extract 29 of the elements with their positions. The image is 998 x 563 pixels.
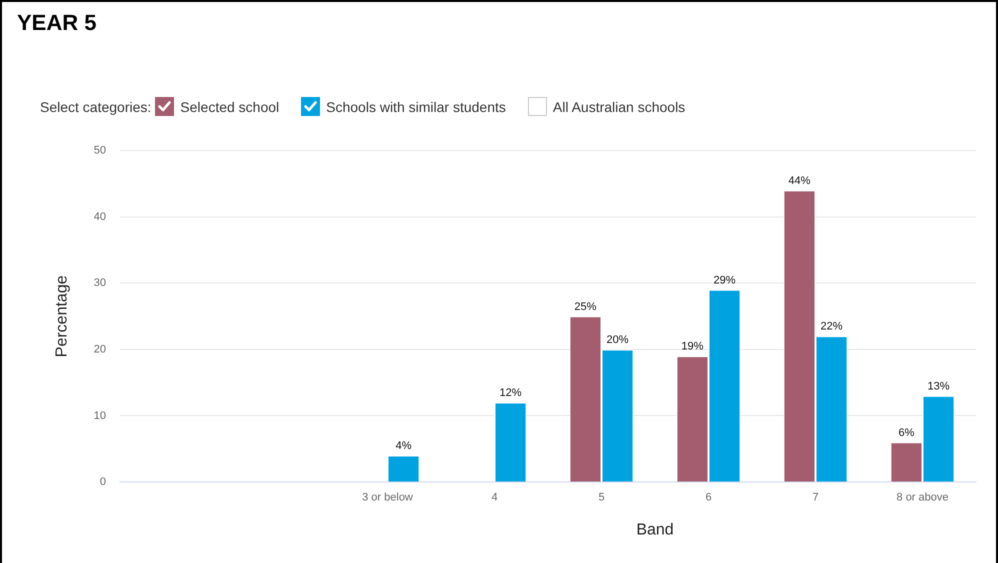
data-label: 4%	[396, 440, 412, 452]
legend-label: Selected school	[180, 98, 280, 114]
data-label: 22%	[820, 320, 843, 333]
x-tick-label: 3 or below	[362, 492, 413, 504]
data-label: 12%	[500, 386, 522, 399]
data-label: 19%	[681, 340, 704, 353]
data-label: 6%	[898, 426, 915, 439]
x-tick-label: 8 or above	[896, 492, 948, 504]
legend-title: Select categories:	[40, 98, 152, 114]
x-tick-label: 5	[598, 492, 605, 504]
data-label: 20%	[606, 334, 629, 346]
data-label: 25%	[574, 300, 597, 313]
y-tick-label: 10	[94, 410, 106, 422]
legend-label: Schools with similar students	[326, 98, 506, 114]
x-axis-title: Band	[636, 521, 674, 538]
y-tick-label: 30	[94, 277, 106, 290]
chart-title: YEAR 5	[17, 10, 96, 36]
y-tick-label: 40	[94, 210, 106, 223]
y-axis-title: Percentage	[53, 275, 70, 358]
data-label: 44%	[788, 174, 811, 187]
x-tick-label: 7	[812, 492, 819, 504]
y-tick-label: 50	[94, 144, 106, 157]
x-tick-label: 6	[705, 492, 712, 504]
legend-label: All Australian schools	[552, 98, 686, 114]
y-tick-label: 0	[100, 476, 106, 488]
data-label: 29%	[714, 274, 736, 286]
x-tick-label: 4	[491, 492, 498, 504]
data-label: 13%	[928, 380, 950, 392]
y-tick-label: 20	[94, 343, 106, 356]
